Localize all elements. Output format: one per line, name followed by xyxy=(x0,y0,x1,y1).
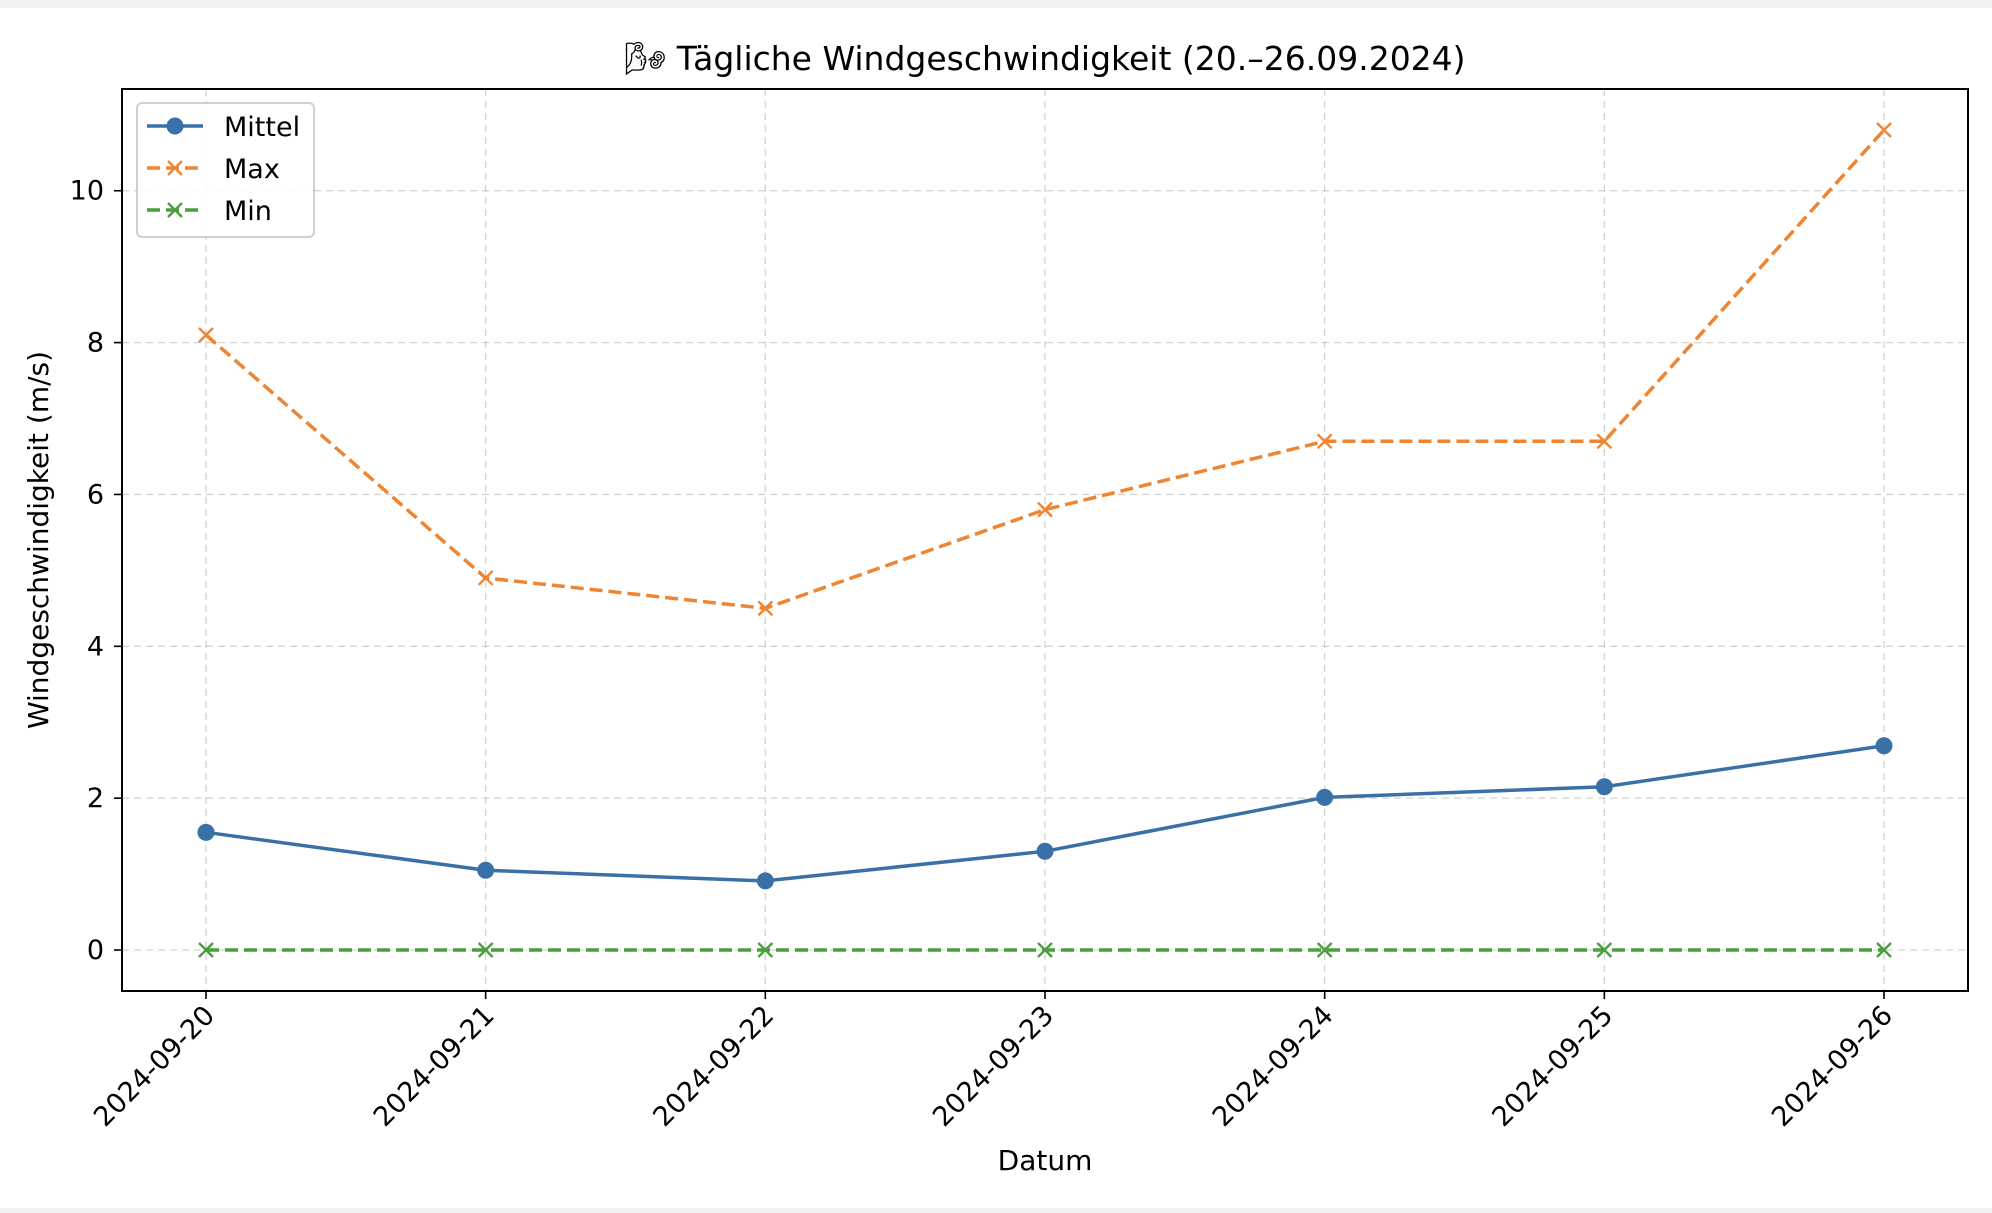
series-mittel-point xyxy=(1316,788,1334,806)
series-min xyxy=(198,942,1892,958)
axis-ticks: 0 2 4 6 8 10 2024-09-20 2024-09-21 2024-09-22 202… xyxy=(70,176,1899,1133)
series-max-point xyxy=(477,570,494,586)
x-tick-label: 2024-09-24 xyxy=(1207,1000,1340,1133)
series-min-point xyxy=(757,942,774,958)
series-max-point xyxy=(198,327,214,343)
series-mittel-point xyxy=(477,861,495,879)
line-chart: 0 2 4 6 8 10 2024-09-20 2024-09-21 2024-09-22 202… xyxy=(22,39,1969,1177)
series-mittel xyxy=(197,737,1893,890)
y-tick-label: 10 xyxy=(70,176,104,207)
series-max-point xyxy=(1876,122,1892,138)
legend-max-label: Max xyxy=(224,154,280,185)
series-mittel-point xyxy=(1595,778,1613,796)
series-min-point xyxy=(1876,942,1892,958)
series-mittel-point xyxy=(1875,737,1893,755)
series-layer xyxy=(197,122,1893,958)
x-tick-label: 2024-09-25 xyxy=(1486,1000,1619,1133)
series-max-point xyxy=(1037,501,1053,518)
series-min-point xyxy=(198,942,214,958)
chart-figure: 0 2 4 6 8 10 2024-09-20 2024-09-21 2024-09-22 202… xyxy=(0,8,1992,1208)
series-max-point xyxy=(757,600,774,617)
legend: Mittel Max Min xyxy=(136,102,315,238)
y-tick-label: 6 xyxy=(87,479,104,510)
x-tick-label: 2024-09-26 xyxy=(1766,1000,1899,1133)
legend-min-label: Min xyxy=(224,196,272,227)
series-min-point xyxy=(1316,942,1333,958)
x-tick-label: 2024-09-22 xyxy=(647,1000,780,1133)
legend-max-marker xyxy=(167,160,183,176)
series-min-point xyxy=(1037,942,1053,958)
legend-mittel-label: Mittel xyxy=(224,112,300,143)
series-mittel-point xyxy=(756,872,774,890)
legend-min-marker xyxy=(167,202,183,218)
x-tick-label: 2024-09-21 xyxy=(368,1000,501,1133)
y-tick-label: 0 xyxy=(87,935,104,966)
series-min-point xyxy=(477,942,494,958)
chart-title: 🌬 Tägliche Windgeschwindigkeit (20.–26.0… xyxy=(624,39,1465,78)
x-axis-label: Datum xyxy=(998,1144,1093,1177)
y-axis-label: Windgeschwindigkeit (m/s) xyxy=(22,351,55,729)
series-max-point xyxy=(1316,433,1333,450)
series-mittel-point xyxy=(197,823,215,841)
series-mittel-point xyxy=(1036,842,1054,860)
x-tick-label: 2024-09-20 xyxy=(88,1000,221,1133)
series-max-point xyxy=(1596,433,1613,450)
y-tick-label: 4 xyxy=(87,631,104,662)
series-min-point xyxy=(1596,942,1613,958)
series-max xyxy=(198,122,1892,617)
legend-mittel-marker xyxy=(166,117,184,135)
x-tick-label: 2024-09-23 xyxy=(927,1000,1060,1133)
y-tick-label: 8 xyxy=(87,328,104,359)
y-tick-label: 2 xyxy=(87,783,104,814)
